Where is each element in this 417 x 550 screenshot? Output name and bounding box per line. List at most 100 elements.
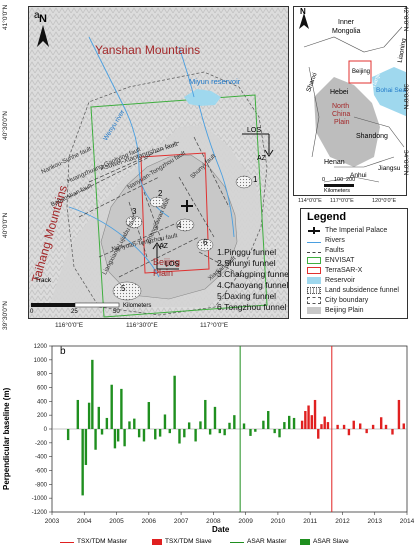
fault-line-icon <box>307 249 321 253</box>
legend-label-envisat: ENVISAT <box>325 257 355 264</box>
bar-tsx <box>313 399 317 429</box>
bar-asar <box>142 429 146 442</box>
y-tick-label: -1200 <box>32 510 48 516</box>
legend-label-plain: Beijing Plain <box>325 307 364 314</box>
bar-asar <box>288 415 291 429</box>
inset-scale-0: 0 <box>322 177 326 183</box>
scale-bar-a <box>31 302 120 308</box>
bar-tsx <box>359 423 362 429</box>
bar-tsx <box>379 417 383 429</box>
funnel-number-5: 5 <box>121 284 126 293</box>
study-area-box <box>348 60 372 84</box>
subsidence-funnels <box>112 175 253 301</box>
bar-asar <box>208 429 212 435</box>
inset-scale-100: 100 <box>334 177 344 183</box>
plain-swatch-icon <box>307 307 321 314</box>
bar-tsx <box>352 420 355 429</box>
inset-henan: Henan <box>324 159 345 166</box>
main-map-panel: a N Yanshan Mountains Taihang Mountains … <box>28 6 289 319</box>
funnel-swatch-icon <box>307 287 321 294</box>
bar-asar <box>199 421 202 429</box>
inset-scale-unit: Kilometers <box>324 188 350 194</box>
bar-asar <box>66 429 70 441</box>
bar-asar <box>187 422 191 429</box>
lon-tick-117: 117°0'0"E <box>200 322 229 329</box>
bar-asar <box>128 421 131 429</box>
legend-label-palace: The Imperial Palace <box>325 227 388 234</box>
bar-asar <box>254 429 257 432</box>
legend-item-tsx: TerraSAR-X <box>307 267 362 274</box>
y-tick-label: -1000 <box>32 496 48 502</box>
x-tick-label: 2011 <box>303 518 317 525</box>
inset-lat-34: 34°0'0"N <box>402 150 409 176</box>
bar-asar <box>113 429 117 449</box>
river-line-icon <box>307 239 321 243</box>
bar-asar <box>194 429 197 442</box>
y-tick-label: 400 <box>37 399 48 405</box>
inset-map-panel: N Inner Mongolia Liaoning Beijing Tianji… <box>293 6 407 196</box>
legend-label-rivers: Rivers <box>325 237 345 244</box>
legend-tsx-master: TSX/TDM Master <box>77 538 128 545</box>
x-tick-label: 2010 <box>271 518 286 525</box>
river-2 <box>198 104 235 238</box>
los-az-arrows-bottom <box>152 242 179 270</box>
inset-north: North <box>332 103 350 110</box>
inset-beijing: Beijing <box>352 69 371 75</box>
legend-label-funnel: Land subsidence funnel <box>325 287 399 294</box>
city-boundary <box>66 71 268 316</box>
x-tick-label: 2007 <box>174 518 189 525</box>
bar-asar <box>204 399 207 429</box>
bar-asar <box>154 429 157 440</box>
x-tick-label: 2008 <box>206 518 221 525</box>
legend-title: Legend <box>307 211 347 223</box>
az-label-bottom: AZ <box>159 243 168 250</box>
lon-tick-116: 116°0'0"E <box>55 322 84 329</box>
x-tick-label: 2004 <box>77 518 92 525</box>
envisat-box-icon <box>307 257 321 264</box>
bar-asar <box>223 429 226 436</box>
funnel-item-4: 4.Chaoyang funnel <box>217 280 289 290</box>
scale-25: 25 <box>71 309 78 315</box>
bar-tsx <box>384 424 388 429</box>
inset-lon-114: 114°0'0"E <box>298 198 322 204</box>
bar-tsx <box>365 429 368 434</box>
inset-plain: Plain <box>334 119 350 126</box>
river-4 <box>178 46 195 98</box>
bar-asar <box>233 415 236 429</box>
bar-asar <box>123 429 126 447</box>
panel-label-a: a <box>34 10 40 21</box>
bar-asar <box>228 422 231 429</box>
bar-asar <box>100 429 104 435</box>
bar-asar <box>76 399 80 429</box>
north-label: N <box>39 13 47 25</box>
legend-item-city: City boundary <box>307 297 368 304</box>
funnel-number-4: 4 <box>177 221 182 230</box>
y-tick-label: 1200 <box>34 344 48 350</box>
beijing-plain-label-1: Beijing <box>153 257 181 267</box>
bar-asar <box>273 429 276 434</box>
bar-asar <box>97 406 100 429</box>
y-tick-label: 200 <box>37 413 48 419</box>
inset-lat-42: 42°0'0"N <box>402 6 409 32</box>
x-tick-label: 2012 <box>335 518 350 525</box>
legend-item-envisat: ENVISAT <box>307 257 354 264</box>
x-tick-label: 2006 <box>142 518 157 525</box>
y-tick-label: 600 <box>37 386 48 392</box>
funnel-number-6: 6 <box>203 238 208 247</box>
bar-tsx <box>371 424 375 429</box>
inset-scale-200: 200 <box>346 177 356 183</box>
imperial-palace-icon <box>181 200 193 212</box>
panel-label-b: b <box>60 346 66 357</box>
terrain-map <box>29 7 288 318</box>
bar-tsx <box>402 423 405 429</box>
bar-asar <box>218 429 222 434</box>
bar-asar <box>110 384 113 429</box>
baseline-chart: -1200 -1000 -800 -600 -400 -200 0 200 400 600 800 1… <box>32 344 415 525</box>
inset-lon-117: 117°0'0"E <box>330 198 354 204</box>
bar-asar <box>283 422 286 429</box>
legend-item-reservoir: Reservoir <box>307 277 355 284</box>
x-axis-title: Date <box>212 525 230 534</box>
legend-tsx-master-icon <box>60 542 74 543</box>
x-tick-label: 2014 <box>400 518 415 525</box>
y-tick-label: 1000 <box>34 358 48 364</box>
